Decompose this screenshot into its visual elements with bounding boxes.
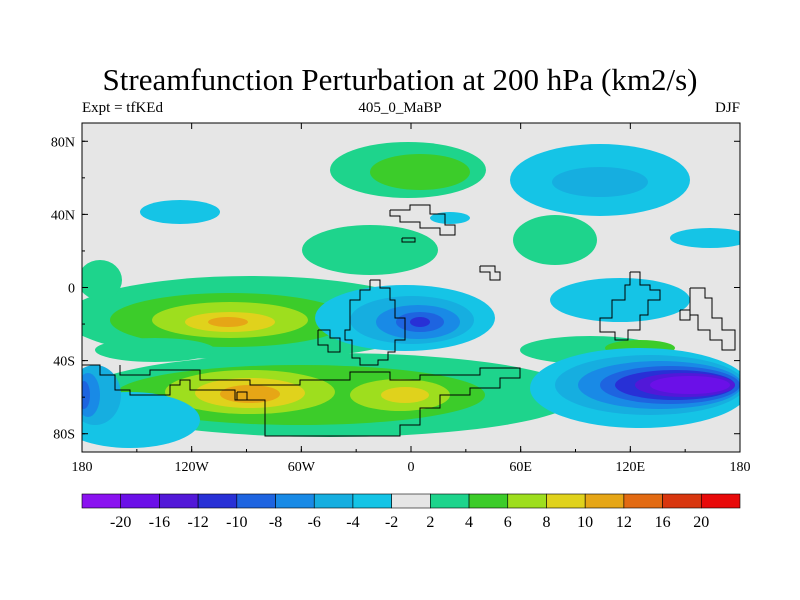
- x-tick-label: 60E: [509, 460, 532, 475]
- colorbar-label: 2: [426, 514, 434, 531]
- colorbar-label: -8: [269, 514, 282, 531]
- x-tick-label: 180: [72, 460, 93, 475]
- colorbar-label: 6: [504, 514, 512, 531]
- colorbar-swatch: [352, 493, 392, 509]
- colorbar-label: -6: [308, 514, 321, 531]
- colorbar-label: -12: [187, 514, 208, 531]
- x-tick-label: 0: [408, 460, 415, 475]
- y-tick-label: 0: [68, 282, 75, 297]
- colorbar-label: 20: [693, 514, 709, 531]
- colorbar-swatch: [662, 493, 702, 509]
- colorbar-swatch: [236, 493, 276, 509]
- axis-ticks: 180 120W 60W 0 60E 120E 180 80N 40N 0 40S 80S: [51, 123, 751, 475]
- colorbar-label: -20: [110, 514, 131, 531]
- run-id-label: 405_0_MaBP: [358, 100, 442, 116]
- colorbar-swatch: [159, 493, 199, 509]
- negative-south-pacific: [530, 278, 740, 428]
- x-tick-label: 120E: [616, 460, 646, 475]
- colorbar-swatch: [584, 493, 625, 509]
- y-tick-label: 80N: [51, 135, 75, 150]
- colorbar-swatch: [430, 493, 470, 509]
- colorbar-label: 12: [616, 514, 632, 531]
- colorbar-label: 16: [655, 514, 671, 531]
- negative-far-southwest: [82, 365, 200, 448]
- y-tick-label: 80S: [53, 428, 75, 443]
- colorbar-swatch: [120, 493, 160, 509]
- colorbar-swatch: [275, 493, 315, 509]
- experiment-label: Expt = tfKEd: [82, 100, 163, 116]
- colorbar-label: -16: [149, 514, 170, 531]
- colorbar-swatch: [391, 493, 431, 509]
- colorbar-label: 4: [465, 514, 473, 531]
- map-title: Streamfunction Perturbation at 200 hPa (…: [102, 62, 698, 97]
- colorbar-swatch: [81, 493, 122, 509]
- x-tick-label: 120W: [175, 460, 210, 475]
- negative-north-pacific: [140, 144, 740, 248]
- colorbar-label: -4: [346, 514, 359, 531]
- colorbar-swatch: [700, 493, 741, 509]
- contour-fields: [82, 142, 740, 448]
- colorbar: -20 -16 -12 -10 -8 -6 -4 -2 2 4 6 8 10 12 16 20: [81, 493, 741, 531]
- colorbar-swatch: [546, 493, 586, 509]
- coastline-outlines: [82, 204, 736, 437]
- colorbar-swatch: [197, 493, 238, 509]
- colorbar-swatch: [623, 493, 663, 509]
- colorbar-swatch: [468, 493, 509, 509]
- colorbar-label: 10: [577, 514, 593, 531]
- season-label: DJF: [714, 100, 740, 116]
- x-tick-label: 180: [730, 460, 751, 475]
- x-tick-label: 60W: [288, 460, 316, 475]
- colorbar-swatch: [313, 493, 354, 509]
- colorbar-label: -10: [226, 514, 247, 531]
- y-tick-label: 40S: [53, 355, 75, 370]
- positive-north-atlantic: [302, 142, 597, 275]
- colorbar-label: -2: [385, 514, 398, 531]
- colorbar-label: 8: [542, 514, 550, 531]
- y-tick-label: 40N: [51, 208, 75, 223]
- colorbar-swatch: [507, 493, 547, 509]
